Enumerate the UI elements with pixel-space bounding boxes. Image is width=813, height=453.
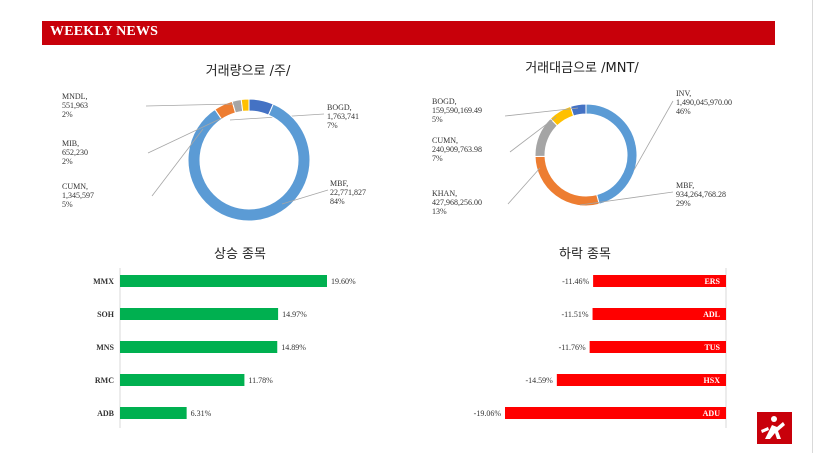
turnover-slice-value: 934,264,768.28 xyxy=(676,190,726,199)
turnover-slice-label: BOGD, xyxy=(432,97,457,106)
losers-tick-label: TUS xyxy=(704,343,720,352)
losers-bar xyxy=(505,407,726,419)
gainers-bar xyxy=(120,407,187,419)
volume-slice-mndl xyxy=(240,98,250,112)
turnover-slice-percent: 46% xyxy=(676,107,691,116)
volume-slice-percent: 2% xyxy=(62,110,73,119)
volume-slice-percent: 84% xyxy=(330,197,345,206)
gainers-data-label: 6.31% xyxy=(191,409,212,418)
turnover-chart-title: 거래대금으로 /MNT/ xyxy=(525,61,639,76)
turnover-slice-value: 240,909,763.98 xyxy=(432,145,482,154)
losers-tick-label: ERS xyxy=(704,277,720,286)
turnover-slice-bogd xyxy=(569,103,587,117)
volume-slice-value: 1,763,741 xyxy=(327,112,359,121)
turnover-leader-line xyxy=(633,100,674,171)
volume-slice-value: 1,345,597 xyxy=(62,191,94,200)
gainers-bar xyxy=(120,341,278,353)
gainers-data-label: 11.78% xyxy=(248,376,273,385)
turnover-slice-value: 159,590,169.49 xyxy=(432,106,482,115)
volume-slice-value: 652,230 xyxy=(62,148,88,157)
turnover-slice-label: INV, xyxy=(676,89,691,98)
turnover-slice-label: MBF, xyxy=(676,181,694,190)
turnover-leader-line xyxy=(579,191,674,206)
losers-tick-label: HSX xyxy=(704,376,721,385)
turnover-leader-line xyxy=(509,116,557,153)
volume-chart-title: 거래량으로 /주/ xyxy=(205,64,291,79)
volume-slice-percent: 5% xyxy=(62,200,73,209)
turnover-leader-line xyxy=(507,167,541,205)
gainers-data-label: 14.97% xyxy=(282,310,307,319)
volume-slice-label: MNDL, xyxy=(62,92,88,101)
turnover-leader-line xyxy=(504,107,579,117)
turnover-slice-value: 427,968,256.00 xyxy=(432,198,482,207)
gainers-tick-label: MMX xyxy=(93,277,114,286)
volume-slice-mbf xyxy=(187,103,311,222)
losers-data-label: -11.51% xyxy=(562,310,589,319)
gainers-tick-label: ADB xyxy=(97,409,115,418)
turnover-slice-inv xyxy=(585,103,638,205)
losers-bar xyxy=(592,308,726,320)
volume-slice-label: MIB, xyxy=(62,139,79,148)
losers-data-label: -14.59% xyxy=(526,376,554,385)
losers-bar xyxy=(556,374,726,386)
losers-data-label: -11.76% xyxy=(559,343,586,352)
volume-leader-line xyxy=(147,117,223,154)
page-title: WEEKLY NEWS xyxy=(50,24,159,39)
gainers-data-label: 14.89% xyxy=(281,343,306,352)
gainers-bar xyxy=(120,308,279,320)
losers-bar xyxy=(589,341,726,353)
volume-slice-value: 551,963 xyxy=(62,101,88,110)
losers-tick-label: ADL xyxy=(703,310,720,319)
losers-data-label: -11.46% xyxy=(562,277,589,286)
losers-chart-title: 하락 종목 xyxy=(559,247,611,262)
gainers-tick-label: MNS xyxy=(96,343,114,352)
turnover-slice-value: 1,490,045,970.00 xyxy=(676,98,732,107)
turnover-slice-percent: 5% xyxy=(432,115,443,124)
turnover-slice-percent: 7% xyxy=(432,154,443,163)
gainers-chart-title: 상승 종목 xyxy=(214,247,266,262)
volume-slice-label: MBF, xyxy=(330,179,348,188)
losers-tick-label: ADU xyxy=(703,409,721,418)
gainers-tick-label: RMC xyxy=(95,376,114,385)
volume-slice-percent: 2% xyxy=(62,157,73,166)
volume-slice-label: BOGD, xyxy=(327,103,352,112)
losers-bar xyxy=(593,275,726,287)
brand-logo-icon xyxy=(757,412,792,444)
volume-slice-percent: 7% xyxy=(327,121,338,130)
volume-leader-line xyxy=(281,189,329,205)
header-banner: WEEKLY NEWS xyxy=(42,21,775,45)
volume-leader-line xyxy=(151,128,204,197)
gainers-tick-label: SOH xyxy=(97,310,115,319)
turnover-slice-cumn xyxy=(549,105,575,127)
gainers-bar xyxy=(120,275,327,287)
gainers-bar xyxy=(120,374,245,386)
volume-slice-label: CUMN, xyxy=(62,182,88,191)
turnover-slice-percent: 13% xyxy=(432,207,447,216)
turnover-slice-percent: 29% xyxy=(676,199,691,208)
volume-leader-line xyxy=(145,103,235,107)
turnover-slice-label: KHAN, xyxy=(432,189,457,198)
turnover-slice-mbf xyxy=(534,155,600,207)
brand-logo-mark xyxy=(761,416,785,439)
losers-data-label: -19.06% xyxy=(474,409,502,418)
turnover-slice-label: CUMN, xyxy=(432,136,458,145)
gainers-data-label: 19.60% xyxy=(331,277,356,286)
volume-slice-value: 22,771,827 xyxy=(330,188,366,197)
